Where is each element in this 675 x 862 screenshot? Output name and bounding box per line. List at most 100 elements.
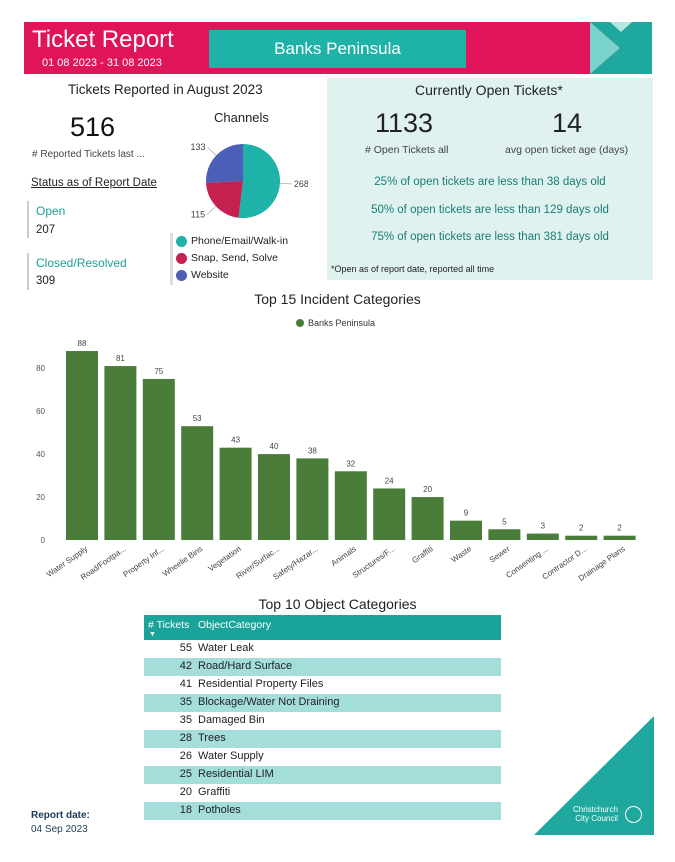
table-row[interactable]: 18 Potholes <box>144 802 501 820</box>
object-category-cell: Water Supply <box>198 750 264 762</box>
open-status-value: 207 <box>36 224 56 236</box>
open-status-label: Open <box>36 204 66 218</box>
bar[interactable] <box>526 533 559 540</box>
table-row[interactable]: 20 Graffiti <box>144 784 501 802</box>
open-tickets-count-label: # Open Tickets all <box>365 144 449 156</box>
pie-leader-line <box>207 146 217 156</box>
table-header: # Tickets ▼ ObjectCategory <box>144 615 501 640</box>
object-category-cell: Residential Property Files <box>198 678 324 690</box>
pie-slice[interactable] <box>206 144 243 183</box>
status-divider <box>27 253 29 290</box>
legend-scrollbar[interactable] <box>170 233 173 285</box>
ticket-count-cell: 35 <box>179 714 192 726</box>
object-categories-table: # Tickets ▼ ObjectCategory 55 Water Leak 4… <box>144 615 501 820</box>
y-tick-label: 80 <box>36 364 45 373</box>
legend-swatch <box>176 252 187 264</box>
table-row[interactable]: 25 Residential LIM <box>144 766 501 784</box>
open-tickets-count: 1133 <box>375 108 434 138</box>
reported-count-label: # Reported Tickets last ... <box>32 149 145 160</box>
table-row[interactable]: 55 Water Leak <box>144 640 501 658</box>
channels-pie-chart: 268 115 133 <box>190 142 308 219</box>
x-category-label: Animals <box>329 544 357 568</box>
bar[interactable] <box>219 447 252 540</box>
incident-chart-legend: Banks Peninsula <box>296 318 375 328</box>
bar-value-label: 75 <box>154 367 163 376</box>
column-header-category[interactable]: ObjectCategory <box>198 619 271 631</box>
pie-slice[interactable] <box>206 181 243 218</box>
bar[interactable] <box>488 529 521 540</box>
x-category-label: Vegetation <box>207 544 243 573</box>
reported-count: 516 <box>70 112 116 142</box>
status-divider <box>27 201 29 238</box>
legend-label: Snap, Send, Solve <box>191 252 278 264</box>
sort-desc-icon[interactable]: ▼ <box>149 631 156 638</box>
report-title: Ticket Report <box>32 26 174 53</box>
bar[interactable] <box>603 535 636 540</box>
table-row[interactable]: 26 Water Supply <box>144 748 501 766</box>
bar[interactable] <box>565 535 598 540</box>
table-row[interactable]: 35 Damaged Bin <box>144 712 501 730</box>
pie-leader-line <box>279 182 292 185</box>
ticket-count-cell: 35 <box>179 696 192 708</box>
x-category-label: Structures/F... <box>351 544 397 580</box>
object-category-cell: Damaged Bin <box>198 714 265 726</box>
bar-value-label: 2 <box>617 524 622 533</box>
open-tickets-panel: Currently Open Tickets* 1133 # Open Tick… <box>327 78 653 280</box>
bar-value-label: 40 <box>270 442 279 451</box>
y-tick-label: 20 <box>36 493 45 502</box>
logo-line-1: Christchurch <box>573 805 618 814</box>
pie-slice[interactable] <box>238 144 280 218</box>
bar[interactable] <box>450 520 482 540</box>
council-logo-icon <box>625 806 642 823</box>
column-header-tickets[interactable]: # Tickets <box>148 619 190 631</box>
bar[interactable] <box>104 366 137 540</box>
legend-label: Banks Peninsula <box>308 318 376 328</box>
bar-value-label: 5 <box>502 517 507 526</box>
bar-value-label: 81 <box>116 354 125 363</box>
table-row[interactable]: 41 Residential Property Files <box>144 676 501 694</box>
pie-value-label: 115 <box>191 209 205 219</box>
bar[interactable] <box>411 497 444 540</box>
report-date-value: 04 Sep 2023 <box>31 824 88 835</box>
bar-value-label: 38 <box>308 446 317 455</box>
logo-line-2: City Council <box>575 814 618 823</box>
bar[interactable] <box>181 426 214 540</box>
bar[interactable] <box>258 454 290 540</box>
legend-swatch <box>176 269 187 281</box>
open-tickets-heading: Currently Open Tickets* <box>415 82 563 98</box>
region-label: Banks Peninsula <box>209 30 466 68</box>
x-category-label: Wheelie Bins <box>161 544 204 578</box>
legend-swatch <box>296 319 304 327</box>
pie-value-label: 133 <box>190 142 205 152</box>
legend-item: Snap, Send, Solve <box>176 252 278 264</box>
open-tickets-footnote: *Open as of report date, reported all ti… <box>331 264 495 274</box>
bar[interactable] <box>142 378 175 540</box>
bar[interactable] <box>296 458 329 540</box>
bar[interactable] <box>373 488 406 540</box>
closed-status-label: Closed/Resolved <box>36 256 127 270</box>
table-row[interactable]: 35 Blockage/Water Not Draining <box>144 694 501 712</box>
object-table-title: Top 10 Object Categories <box>258 596 417 612</box>
y-tick-label: 60 <box>36 407 45 416</box>
header-decoration <box>562 22 652 74</box>
ticket-count-cell: 28 <box>179 732 192 744</box>
y-tick-label: 40 <box>36 450 45 459</box>
report-date-label: Report date: <box>31 810 90 821</box>
incident-chart-title: Top 15 Incident Categories <box>254 291 421 307</box>
pie-value-label: 268 <box>294 179 308 189</box>
bar-value-label: 24 <box>385 476 394 485</box>
avg-age-value: 14 <box>552 108 583 138</box>
x-category-label: Graffiti <box>410 544 435 565</box>
bar-value-label: 2 <box>579 524 584 533</box>
legend-label: Phone/Email/Walk-in <box>191 235 289 247</box>
object-category-cell: Residential LIM <box>198 768 274 780</box>
table-row[interactable]: 28 Trees <box>144 730 501 748</box>
x-category-label: Property Inf... <box>121 544 166 579</box>
bar[interactable] <box>334 471 367 540</box>
table-row[interactable]: 42 Road/Hard Surface <box>144 658 501 676</box>
pie-leader-line <box>206 205 217 215</box>
avg-age-label: avg open ticket age (days) <box>505 144 629 156</box>
bar[interactable] <box>66 351 98 540</box>
reported-heading: Tickets Reported in August 2023 <box>68 82 263 97</box>
